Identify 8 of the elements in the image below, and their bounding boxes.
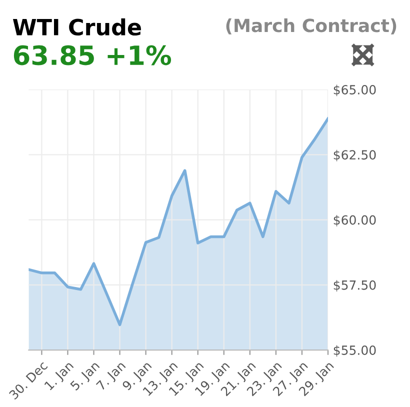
y-tick-label: $65.00 [334, 84, 376, 96]
y-tick-label: $55.00 [334, 345, 376, 357]
chart-title: WTI Crude [12, 18, 141, 36]
y-tick-label: $62.50 [334, 150, 376, 162]
y-tick-label: $60.00 [334, 215, 376, 226]
text: (March Contract) [226, 18, 396, 34]
y-tick-label: $57.50 [334, 280, 376, 292]
chart-subtitle: 63.85 +1% [14, 45, 172, 66]
